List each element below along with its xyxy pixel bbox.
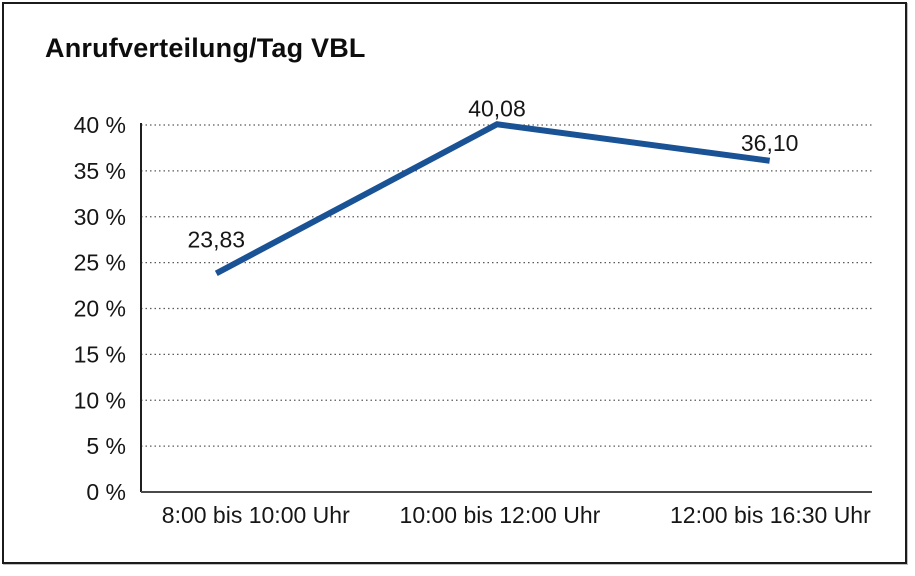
y-tick-label: 30 % — [74, 204, 126, 230]
y-tick-label: 15 % — [74, 341, 126, 367]
chart-frame: Anrufverteilung/Tag VBL 0 % 5 % 10 % 15 % 20… — [2, 2, 907, 564]
y-tick-label: 10 % — [74, 387, 126, 413]
data-line — [214, 121, 771, 277]
x-category-label: 10:00 bis 12:00 Uhr — [400, 502, 601, 528]
chart-title: Anrufverteilung/Tag VBL — [45, 33, 366, 63]
x-category-label: 12:00 bis 16:30 Uhr — [670, 502, 871, 528]
data-point-label: 23,83 — [188, 226, 246, 252]
data-point-label: 36,10 — [741, 130, 799, 156]
line-chart: 0 % 5 % 10 % 15 % 20 % 25 % 30 % 35 % 40 % 23,83 4… — [74, 95, 872, 528]
x-category-label: 8:00 bis 10:00 Uhr — [162, 502, 350, 528]
y-tick-label: 20 % — [74, 296, 126, 322]
y-tick-label: 25 % — [74, 250, 126, 276]
data-point-label: 40,08 — [468, 95, 526, 121]
y-tick-label: 40 % — [74, 112, 126, 138]
y-tick-label: 35 % — [74, 158, 126, 184]
y-tick-label: 0 % — [86, 479, 126, 505]
y-tick-label: 5 % — [86, 433, 126, 459]
